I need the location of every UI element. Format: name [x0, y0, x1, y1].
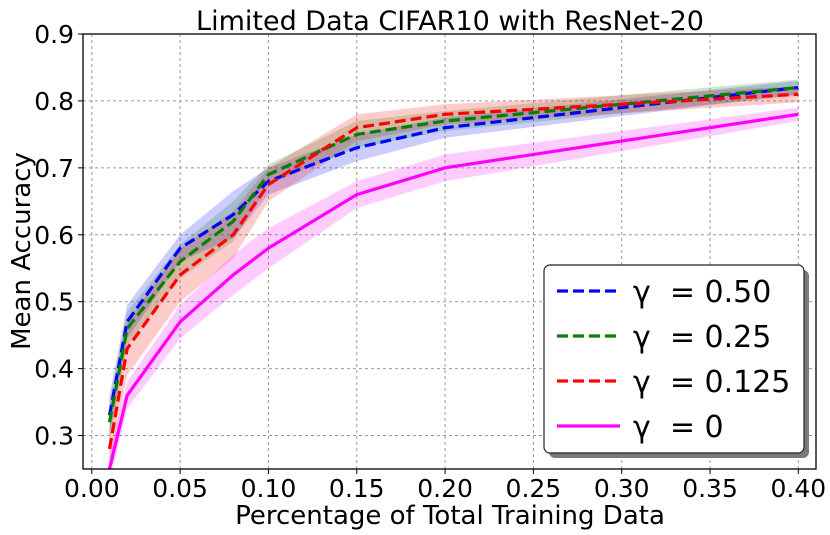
x-tick-label: 0.15 [329, 474, 385, 503]
y-tick-label: 0.4 [34, 355, 74, 384]
legend-box [543, 264, 805, 454]
series-line-2 [107, 92, 799, 450]
y-tick-label: 0.3 [34, 422, 74, 451]
y-tick-label: 0.9 [34, 20, 74, 49]
y-tick-label: 0.6 [34, 221, 74, 250]
x-tick-label: 0.00 [64, 474, 120, 503]
ticks: 0.00 0.05 0.10 0.15 0.20 0.25 0.30 0.35 0.40 0.3 0… [34, 20, 826, 503]
legend-label: γ = 0 [633, 410, 724, 445]
x-tick-label: 0.40 [771, 474, 827, 503]
x-tick-label: 0.25 [506, 474, 562, 503]
confidence-bands [109, 79, 799, 469]
x-tick-label: 0.05 [152, 474, 208, 503]
legend: γ = 0.50 γ = 0.25 γ = 0.125 γ = 0 [543, 264, 809, 458]
y-tick-label: 0.7 [34, 154, 74, 183]
y-axis-title: Mean Accuracy [7, 152, 37, 350]
plot-frame [82, 33, 817, 470]
legend-label: γ = 0.25 [633, 320, 771, 355]
x-tick-label: 0.20 [417, 474, 473, 503]
series-band-1 [109, 79, 799, 443]
y-tick-label: 0.5 [34, 288, 74, 317]
y-tick-label: 0.8 [34, 87, 74, 116]
series-line-3 [107, 112, 799, 469]
series-band-0 [109, 80, 799, 436]
series-band-2 [109, 86, 799, 469]
x-tick-label: 0.10 [241, 474, 297, 503]
chart-title: Limited Data CIFAR10 with ResNet-20 [196, 6, 704, 37]
x-tick-label: 0.30 [594, 474, 650, 503]
series-lines [107, 85, 799, 469]
x-tick-label: 0.35 [682, 474, 738, 503]
series-line-1 [107, 85, 799, 423]
legend-label: γ = 0.50 [633, 275, 771, 310]
legend-label: γ = 0.125 [633, 365, 790, 400]
x-axis-title: Percentage of Total Training Data [235, 501, 665, 531]
